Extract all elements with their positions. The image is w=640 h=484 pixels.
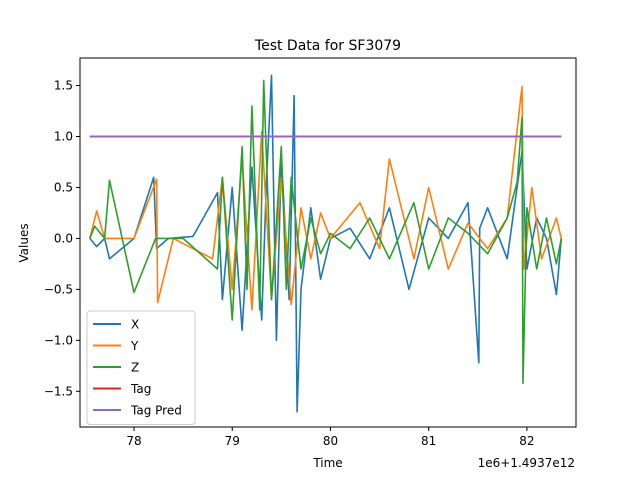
x-tick-label: 82 <box>519 434 534 448</box>
legend: XYZ Tag Tag Pred <box>86 310 196 425</box>
chart-title: Test Data for SF3079 <box>254 38 401 54</box>
y-tick-label: −1.5 <box>44 384 73 398</box>
axes: 78 79 80 81 82 −1.5 −1.0 −0.5 0.0 0.5 1.0 1.5 <box>44 57 577 448</box>
plot-area <box>89 74 563 413</box>
y-tick-label: 1.5 <box>54 79 73 93</box>
x-tick-label: 81 <box>421 434 436 448</box>
x-offset-label: 1e6+1.4937e12 <box>478 456 575 470</box>
x-tick-label: 78 <box>126 434 141 448</box>
legend-label: X <box>131 318 139 332</box>
y-tick-label: 1.0 <box>54 129 73 143</box>
y-tick-label: −1.0 <box>44 333 73 347</box>
legend-label: Tag <box>130 382 151 396</box>
series-line-z <box>89 79 563 385</box>
series-line-y <box>89 85 563 311</box>
series-lines <box>89 74 563 413</box>
legend-label: Tag Pred <box>130 404 182 418</box>
y-axis-label: Values <box>17 223 31 262</box>
y-tick-label: −0.5 <box>44 282 73 296</box>
legend-label: Z <box>131 361 139 375</box>
x-tick-label: 79 <box>225 434 240 448</box>
y-tick-label: 0.5 <box>54 180 73 194</box>
y-tick-label: 0.0 <box>54 231 73 245</box>
x-tick-label: 80 <box>323 434 338 448</box>
x-axis-label: Time <box>312 456 342 470</box>
legend-box <box>86 310 196 425</box>
legend-label: Y <box>130 339 139 353</box>
axes-frame <box>79 57 577 428</box>
